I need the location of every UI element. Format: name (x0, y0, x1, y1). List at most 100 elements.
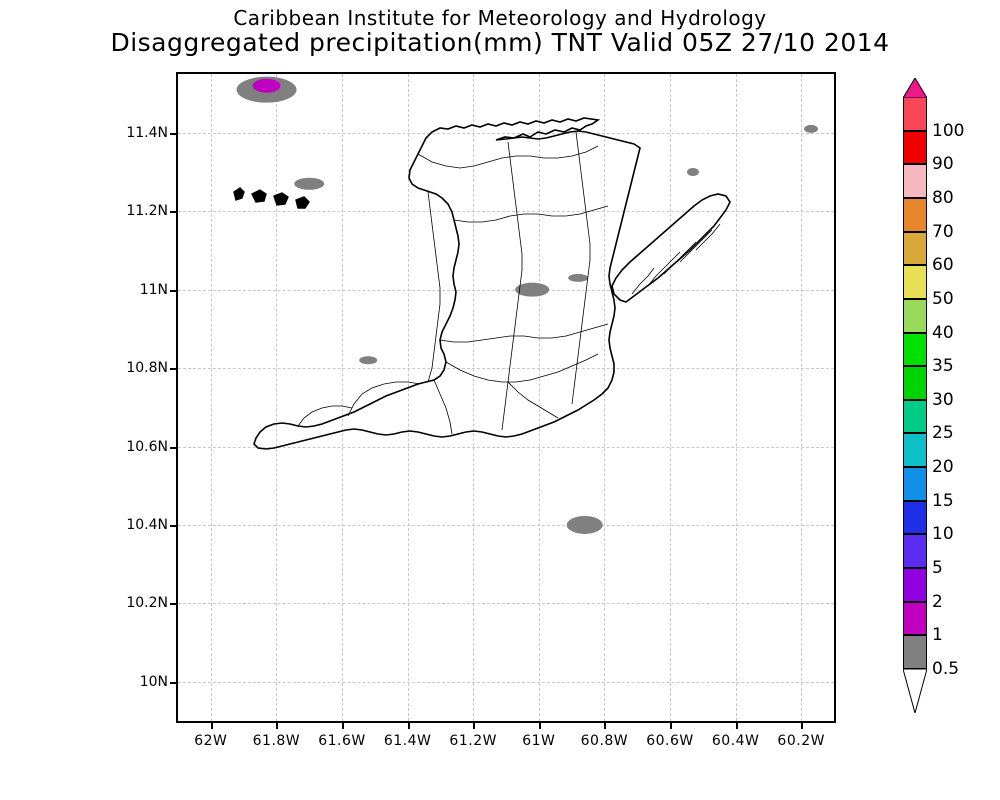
y-axis-tick-label: 11N (139, 281, 168, 298)
x-axis-tick (210, 723, 213, 729)
x-axis-tick (342, 723, 344, 729)
colorbar-tick-label: 10 (932, 524, 954, 545)
colorbar-tick-label: 0.5 (932, 659, 960, 679)
gridline-vertical (735, 74, 737, 721)
x-axis-tick (538, 723, 541, 729)
gridline-horizontal (178, 446, 834, 448)
precipitation-cell (515, 282, 550, 297)
trinidad-admin-boundary (507, 381, 559, 419)
y-axis-tick-label: 11.4N (126, 124, 168, 141)
colorbar-tick-label: 2 (932, 591, 943, 612)
trinidad-admin-boundary (297, 405, 353, 427)
x-axis-tick (604, 723, 607, 729)
map-canvas (178, 74, 834, 721)
bocas-islets (295, 196, 310, 209)
x-axis-tick-label: 61.2W (449, 733, 497, 749)
gridline-vertical (407, 74, 409, 721)
gridline-horizontal (178, 132, 834, 134)
gridline-vertical (538, 74, 540, 721)
colorbar-tick-label: 15 (932, 490, 954, 511)
colorbar-band (903, 231, 927, 266)
precipitation-cell (252, 78, 281, 93)
tobago-admin-boundary (647, 251, 681, 287)
colorbar-tick-label: 1 (932, 625, 943, 646)
x-axis-tick (801, 723, 804, 729)
gridline-vertical (210, 74, 212, 721)
colorbar-band (903, 164, 927, 198)
colorbar-tick-label: 70 (932, 221, 954, 242)
figure-title: Disaggregated precipitation(mm) TNT Vali… (110, 28, 890, 57)
trinidad-admin-boundary (439, 323, 609, 343)
colorbar-band (903, 265, 927, 299)
colorbar-band (903, 197, 927, 232)
trinidad-coastline (253, 117, 641, 450)
y-axis-tick-label: 10.4N (126, 516, 168, 533)
colorbar-band (903, 332, 927, 367)
precipitation-cell (568, 273, 589, 282)
gridline-vertical (670, 74, 671, 721)
colorbar-tick-label: 30 (932, 389, 954, 410)
colorbar-band (903, 534, 927, 569)
gridline-vertical (604, 74, 606, 721)
colorbar-band (903, 568, 927, 602)
y-axis-tick (170, 603, 176, 606)
y-axis-tick (170, 289, 176, 292)
y-axis-tick (170, 681, 176, 684)
colorbar-band (903, 500, 927, 535)
precipitation-cell (566, 515, 603, 534)
precipitation-cell (804, 124, 819, 133)
gridline-vertical (801, 74, 803, 721)
x-axis-tick (276, 723, 279, 729)
trinidad-admin-boundary (347, 381, 421, 417)
colorbar-tick-label: 50 (932, 288, 954, 309)
gridline-horizontal (178, 524, 834, 526)
colorbar-band (903, 635, 927, 669)
y-axis-tick (170, 211, 176, 214)
colorbar-band (903, 130, 927, 165)
colorbar-band (903, 601, 927, 636)
precipitation-cell (686, 168, 699, 177)
colorbar-band (903, 97, 927, 131)
gridline-vertical (473, 74, 475, 721)
x-axis-tick (473, 723, 476, 729)
x-axis-tick-label: 61.4W (383, 733, 432, 749)
gridline-horizontal (178, 603, 834, 605)
precipitation-cell (359, 356, 378, 365)
colorbar-tick-label: 60 (932, 255, 954, 276)
y-axis-tick-label: 10.8N (126, 360, 168, 377)
colorbar-over-arrow (903, 78, 927, 98)
trinidad-admin-boundary (571, 131, 591, 405)
x-axis-tick-label: 62W (194, 733, 228, 749)
y-axis-tick (170, 132, 176, 135)
colorbar-band (903, 467, 927, 501)
x-axis-tick-label: 60.2W (777, 733, 825, 749)
colorbar (903, 97, 927, 669)
y-axis-tick (170, 524, 176, 527)
y-axis-tick (170, 446, 176, 449)
precipitation-shading (236, 76, 819, 534)
x-axis-tick (407, 723, 410, 729)
trinidad-admin-boundary (417, 145, 599, 169)
colorbar-tick-label: 40 (932, 322, 954, 343)
colorbar-band (903, 366, 927, 400)
tobago-admin-boundary (663, 241, 697, 275)
trinidad-admin-boundary (453, 205, 609, 223)
tobago-coastline (611, 193, 731, 303)
gridline-vertical (276, 74, 278, 721)
x-axis-tick (670, 723, 672, 729)
tobago-admin-boundary (679, 229, 713, 263)
gridline-horizontal (178, 211, 834, 213)
trinidad-admin-boundary (433, 379, 453, 435)
coastlines-and-boundaries (233, 117, 731, 450)
bocas-islets (233, 187, 245, 201)
x-axis-tick-label: 61.8W (252, 733, 301, 749)
bocas-islets (273, 192, 289, 206)
gridline-horizontal (178, 289, 834, 291)
x-axis-tick-label: 60.8W (580, 733, 629, 749)
x-axis-tick-label: 60.6W (646, 733, 694, 749)
y-axis-tick-label: 10.6N (126, 438, 168, 455)
y-axis-tick (170, 368, 176, 371)
tobago-admin-boundary (695, 223, 721, 251)
colorbar-under-arrow (903, 669, 927, 713)
